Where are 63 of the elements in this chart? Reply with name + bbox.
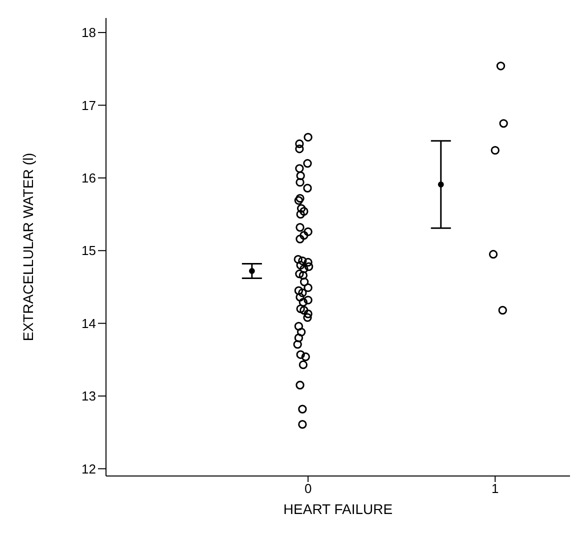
point <box>296 223 304 232</box>
point <box>298 256 307 266</box>
point <box>488 250 498 259</box>
x-axis-title: HEART FAILURE <box>283 501 393 517</box>
point <box>499 119 508 128</box>
point <box>294 255 302 264</box>
point <box>296 204 306 213</box>
point <box>300 306 308 315</box>
point <box>294 286 304 295</box>
point <box>303 184 312 192</box>
point <box>296 178 304 187</box>
point <box>304 132 312 142</box>
point <box>496 62 506 70</box>
point <box>296 304 305 314</box>
y-tick-label: 14 <box>82 316 96 331</box>
point <box>298 298 308 307</box>
point <box>298 420 307 429</box>
point <box>294 334 304 342</box>
point <box>296 234 304 244</box>
point <box>295 270 304 278</box>
point <box>300 207 308 216</box>
y-tick-label: 16 <box>82 170 96 186</box>
point <box>298 271 308 280</box>
y-tick-label: 17 <box>82 98 96 113</box>
point <box>296 194 304 203</box>
point <box>298 360 308 370</box>
y-tick-label: 15 <box>82 243 96 258</box>
point <box>295 139 304 148</box>
point <box>296 210 305 219</box>
point <box>298 404 307 414</box>
point <box>298 288 307 298</box>
point <box>304 296 312 304</box>
y-tick-label: 13 <box>82 388 96 404</box>
x-tick-label: 1 <box>492 481 499 496</box>
y-tick-label: 12 <box>82 461 96 476</box>
y-tick-label: 18 <box>82 25 96 40</box>
point <box>295 164 304 173</box>
point <box>438 182 444 188</box>
point <box>301 352 310 362</box>
point <box>303 313 312 322</box>
point <box>296 171 305 180</box>
point <box>248 268 255 274</box>
point <box>296 260 305 270</box>
y-axis-title: EXTRACELLULAR WATER (l) <box>20 152 36 342</box>
point <box>303 159 312 168</box>
point <box>296 292 304 302</box>
point <box>296 328 306 336</box>
point <box>490 146 500 155</box>
point <box>304 227 312 236</box>
point <box>296 350 305 359</box>
point <box>294 196 304 205</box>
point <box>304 258 312 267</box>
point <box>300 278 309 286</box>
x-tick-label: 0 <box>304 481 312 496</box>
point <box>304 283 312 292</box>
point <box>293 340 302 349</box>
point <box>296 380 304 390</box>
point <box>294 322 304 331</box>
point <box>304 310 312 318</box>
point <box>304 262 314 271</box>
point <box>300 231 308 240</box>
point <box>295 144 304 154</box>
point <box>498 306 507 315</box>
